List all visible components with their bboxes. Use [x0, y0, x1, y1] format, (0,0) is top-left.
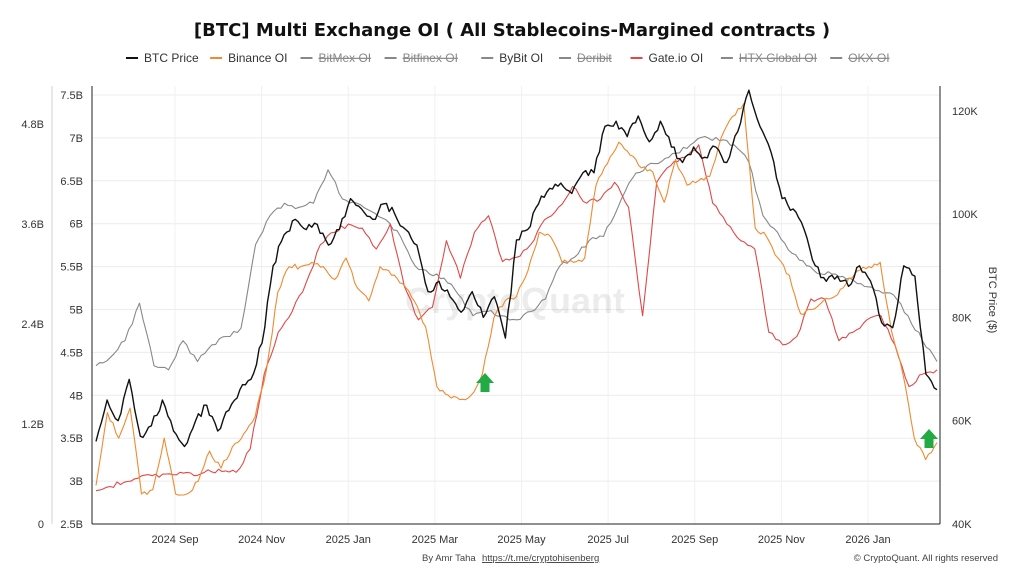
legend-item-okx-oi[interactable]: OKX OI: [830, 51, 890, 65]
tick-inner-left: 4.5B: [60, 347, 83, 359]
legend-item-bitmex-oi[interactable]: BitMex OI: [300, 51, 371, 65]
legend[interactable]: BTC Price Binance OI BitMex OI Bitfinex OI B…: [126, 51, 890, 65]
tick-inner-left: 3.5B: [60, 433, 83, 445]
tick-outer-left: 1.2B: [21, 419, 44, 431]
tick-x: 2025 Jan: [326, 534, 371, 546]
legend-label: Gate.io OI: [649, 51, 704, 65]
legend-label: BitMex OI: [318, 51, 371, 65]
tick-inner-left: 5B: [70, 305, 83, 317]
tick-outer-left: 4.8B: [21, 119, 44, 131]
footer-author-link[interactable]: https://t.me/cryptohisenberg: [482, 553, 599, 564]
grid: [92, 86, 940, 525]
tick-inner-left: 2.5B: [60, 519, 83, 531]
legend-label: ByBit OI: [499, 51, 543, 65]
tick-x: 2025 Sep: [671, 534, 718, 546]
tick-inner-left: 6.5B: [60, 176, 83, 188]
series-line-btc-price: [95, 89, 938, 448]
legend-item-deribit[interactable]: Deribit: [559, 51, 612, 65]
legend-label: OKX OI: [848, 51, 889, 65]
tick-inner-left: 5.5B: [60, 262, 83, 274]
legend-label: Deribit: [577, 51, 612, 65]
tick-x: 2024 Nov: [238, 534, 286, 546]
watermark: CryptoQuant: [405, 280, 625, 321]
tick-right: 60K: [952, 416, 972, 428]
tick-outer-left: 2.4B: [21, 319, 44, 331]
legend-label: BTC Price: [144, 51, 199, 65]
tick-right: 80K: [952, 312, 972, 324]
tick-inner-left: 6B: [70, 219, 83, 231]
legend-item-htx-global-oi[interactable]: HTX Global OI: [720, 51, 817, 65]
right-axis-title: BTC Price ($): [986, 267, 998, 334]
axes: 2.5B 3B 3.5B 4B 4.5B 5B 5.5B 6B 6.5B 7B 7.5B 0 1.2B 2…: [21, 86, 978, 546]
tick-inner-left: 7B: [70, 133, 83, 145]
tick-right: 120K: [952, 106, 978, 118]
tick-right: 40K: [952, 519, 972, 531]
tick-x: 2025 Mar: [412, 534, 459, 546]
tick-x: 2026 Jan: [845, 534, 890, 546]
tick-right: 100K: [952, 209, 978, 221]
tick-x: 2025 Nov: [758, 534, 806, 546]
tick-x: 2024 Sep: [151, 534, 198, 546]
tick-outer-left: 3.6B: [21, 219, 44, 231]
up-arrow-icon: [920, 429, 938, 448]
tick-x: 2025 Jul: [587, 534, 629, 546]
up-arrow-icon: [476, 373, 494, 392]
series-line-bybit-oi: [95, 135, 938, 371]
annotations: [476, 373, 938, 448]
tick-inner-left: 7.5B: [60, 90, 83, 102]
legend-label: HTX Global OI: [739, 51, 817, 65]
legend-label: Binance OI: [228, 51, 287, 65]
chart-title: [BTC] Multi Exchange OI ( All Stablecoin…: [194, 20, 830, 41]
legend-item-binance-oi[interactable]: Binance OI: [210, 51, 287, 65]
legend-item-bitfinex-oi[interactable]: Bitfinex OI: [384, 51, 458, 65]
series-layer: [95, 89, 938, 496]
footer-copyright: © CryptoQuant. All rights reserved: [854, 553, 998, 564]
tick-inner-left: 4B: [70, 390, 83, 402]
footer-author: By Amr Taha: [422, 553, 476, 564]
series-line-gate-io-oi: [95, 144, 938, 492]
tick-inner-left: 3B: [70, 476, 83, 488]
legend-label: Bitfinex OI: [403, 51, 458, 65]
tick-outer-left: 0: [38, 519, 44, 531]
legend-item-bybit-oi[interactable]: ByBit OI: [481, 51, 543, 65]
tick-x: 2025 May: [497, 534, 546, 546]
legend-item-gate-io-oi[interactable]: Gate.io OI: [630, 51, 704, 65]
series-line-binance-oi: [95, 103, 938, 496]
legend-item-btc-price[interactable]: BTC Price: [126, 51, 199, 65]
